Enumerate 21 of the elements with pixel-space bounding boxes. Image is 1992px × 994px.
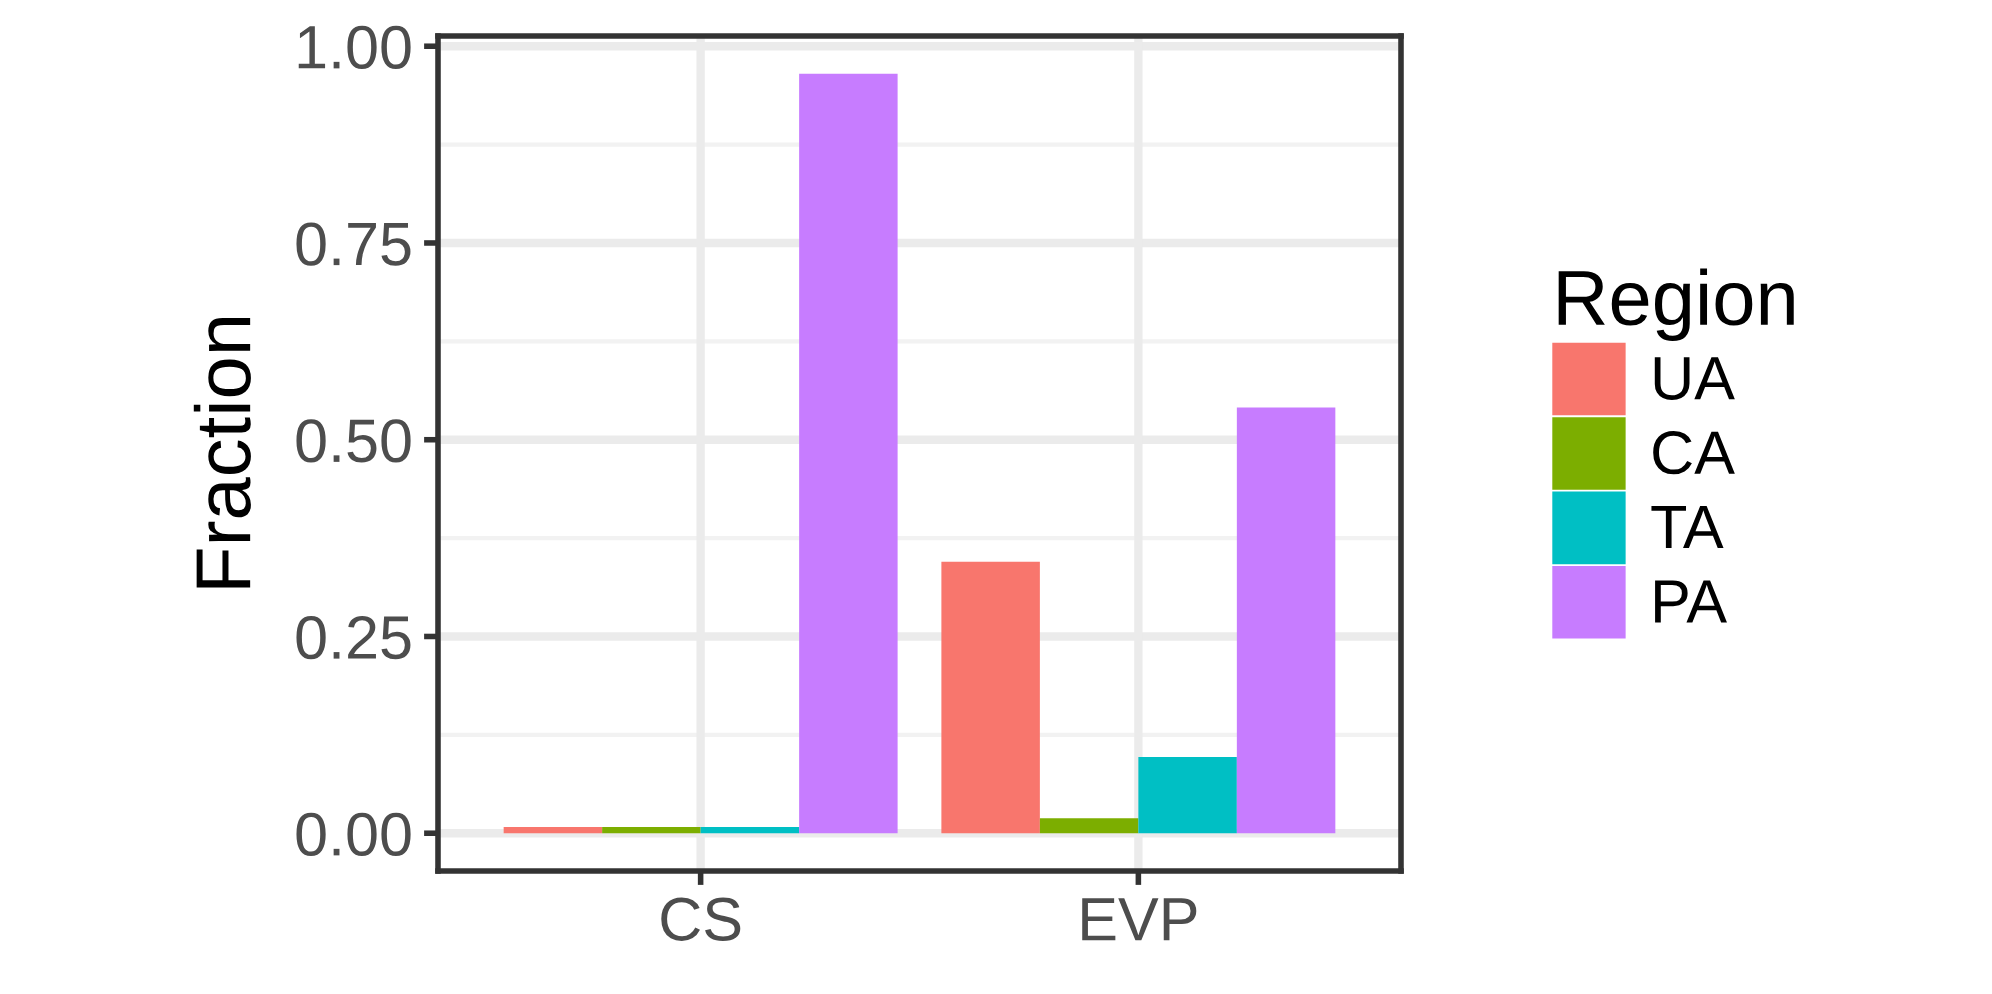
- y-tick-label: 0.00: [296, 812, 411, 856]
- bar: [1138, 756, 1237, 834]
- legend-title: Region: [1558, 268, 1794, 341]
- bar: [602, 826, 701, 834]
- bar: [799, 73, 898, 834]
- bar: [1039, 818, 1139, 834]
- y-tick-label: 1.00: [298, 25, 411, 69]
- y-tick-label: 0.50: [296, 419, 411, 463]
- y-axis-title: Fraction: [193, 318, 251, 588]
- legend-label: CA: [1653, 431, 1735, 475]
- x-tick-label: EVP: [1082, 898, 1197, 941]
- bar: [941, 561, 1040, 834]
- y-tick-label: 0.25: [296, 615, 411, 660]
- legend-label: PA: [1655, 580, 1727, 623]
- bar: [503, 826, 603, 834]
- bar: [700, 826, 800, 834]
- legend-label: UA: [1654, 357, 1735, 400]
- x-tick-label: CS: [661, 897, 741, 941]
- legend-label: TA: [1651, 506, 1724, 549]
- y-tick-label: 0.75: [296, 222, 411, 266]
- bar: [1236, 407, 1336, 834]
